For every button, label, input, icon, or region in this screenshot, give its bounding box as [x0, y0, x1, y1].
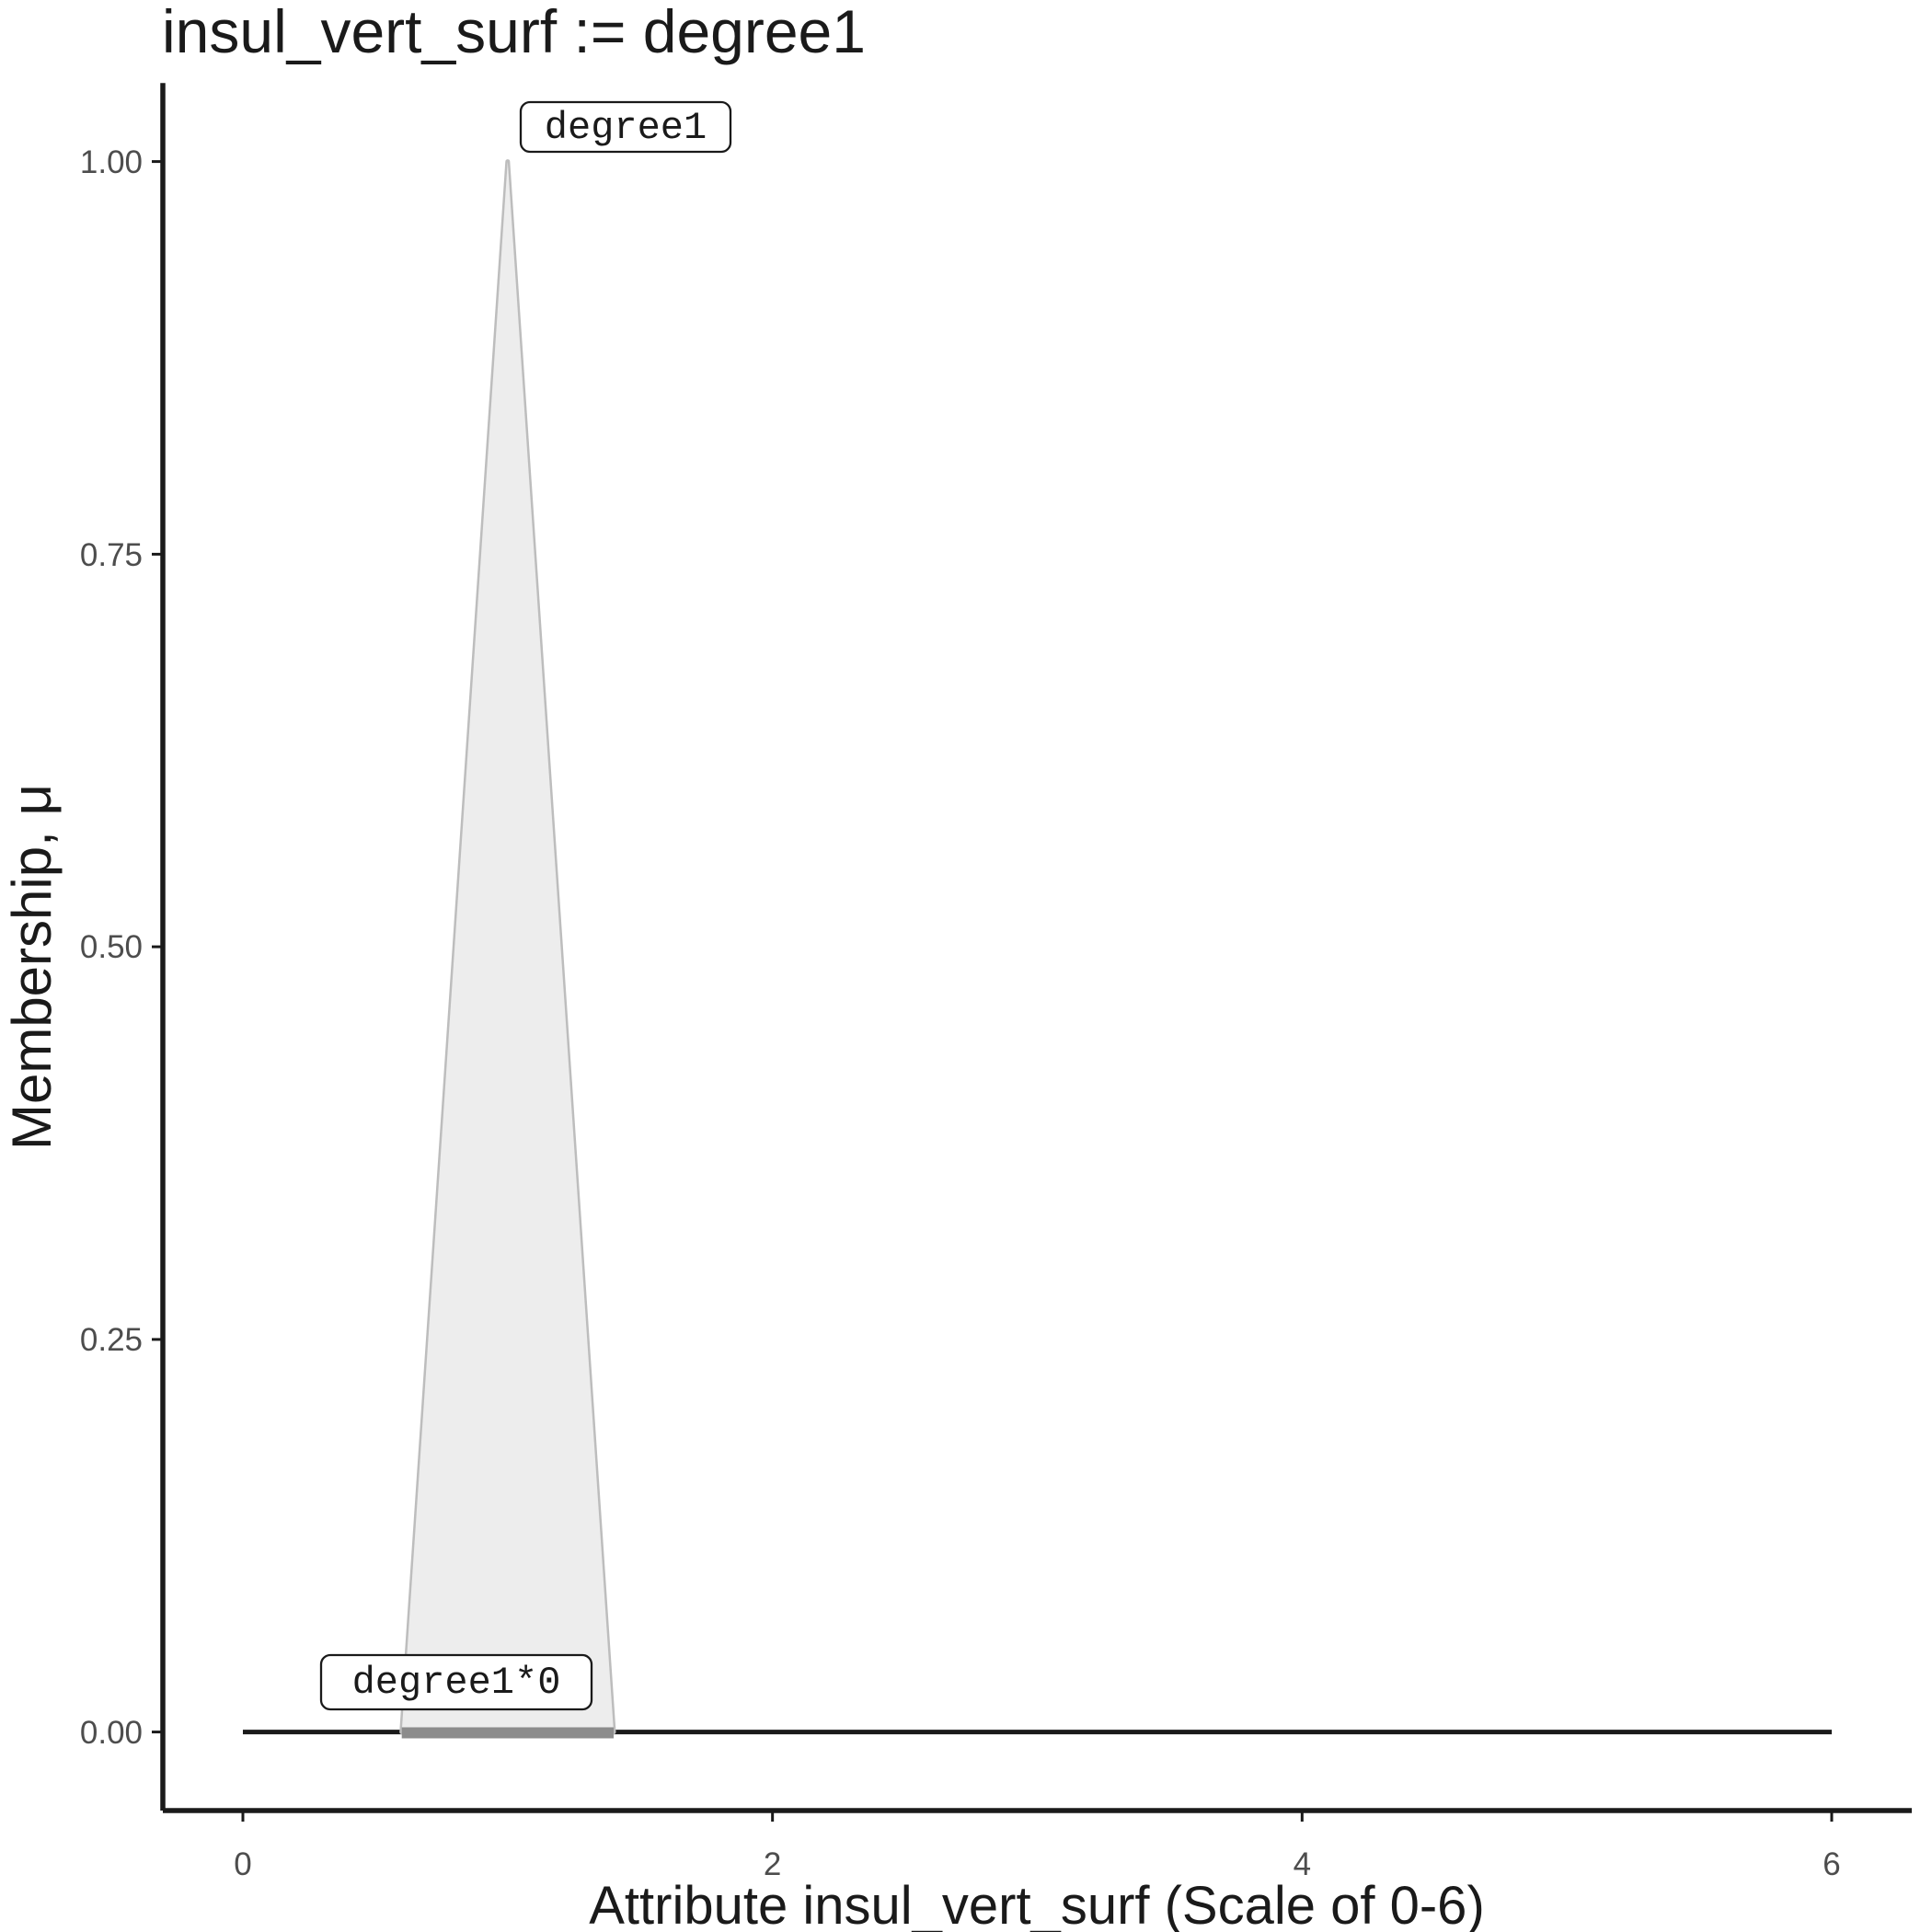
svg-text:degree1*0: degree1*0 — [352, 1661, 561, 1705]
svg-text:Membership, μ: Membership, μ — [1, 784, 63, 1150]
svg-text:0: 0 — [234, 1846, 251, 1882]
svg-text:0.25: 0.25 — [80, 1322, 143, 1358]
svg-text:1.00: 1.00 — [80, 144, 143, 180]
svg-text:insul_vert_surf := degree1: insul_vert_surf := degree1 — [162, 0, 866, 65]
svg-text:0.00: 0.00 — [80, 1715, 143, 1751]
svg-text:6: 6 — [1823, 1846, 1840, 1882]
svg-text:degree1: degree1 — [545, 106, 707, 150]
svg-text:0.50: 0.50 — [80, 929, 143, 965]
svg-text:Attribute insul_vert_surf (Sca: Attribute insul_vert_surf (Scale of 0-6) — [589, 1876, 1485, 1932]
svg-text:0.75: 0.75 — [80, 537, 143, 573]
